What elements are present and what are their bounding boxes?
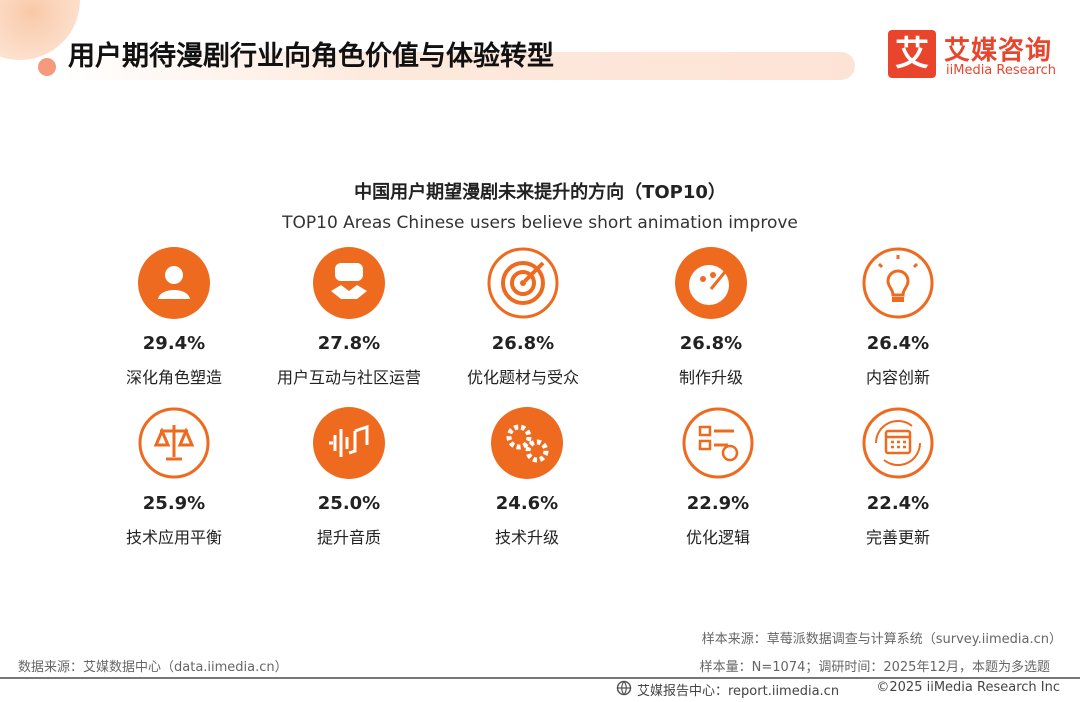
item-value: 29.4% [142, 333, 206, 354]
item-value: 26.4% [866, 333, 930, 354]
sample-source: 样本来源：草莓派数据调查与计算系统（survey.iimedia.cn） [701, 632, 1062, 647]
item-label: 优化题材与受众 [466, 368, 579, 387]
chart-subtitle: TOP10 Areas Chinese users believe short … [282, 213, 798, 233]
header-title: 用户期待漫剧行业向角色价值与体验转型 [68, 41, 554, 72]
item-icon [675, 247, 747, 319]
item: 26.4% 内容创新 [808, 245, 988, 388]
item-value: 22.9% [686, 493, 750, 514]
item-icon [862, 247, 934, 319]
item-value: 24.6% [495, 493, 559, 514]
item: 26.8% 优化题材与受众 [433, 245, 613, 388]
logo-en: iiMedia Research [946, 63, 1057, 78]
item-label: 内容创新 [865, 368, 930, 387]
item-icon [491, 407, 563, 479]
item-value: 27.8% [317, 333, 381, 354]
item-value: 25.9% [142, 493, 206, 514]
item-icon [138, 247, 210, 319]
title-band [60, 52, 855, 80]
item-label: 完善更新 [865, 528, 930, 547]
item: 27.8% 用户互动与社区运营 [259, 245, 439, 388]
item-label: 制作升级 [678, 368, 743, 387]
item-icon [862, 407, 934, 479]
copyright: ©2025 iiMedia Research Inc [876, 680, 1060, 695]
item: 22.9% 优化逻辑 [628, 405, 808, 548]
footer-rule [0, 677, 1080, 679]
data-source: 数据来源：艾媒数据中心（data.iimedia.cn） [18, 660, 288, 675]
item: 25.9% 技术应用平衡 [84, 405, 264, 548]
item-icon [487, 247, 559, 319]
item-label: 技术升级 [494, 528, 559, 547]
item-label: 技术应用平衡 [125, 528, 222, 547]
decor-dot [38, 58, 56, 76]
item-label: 用户互动与社区运营 [276, 368, 421, 387]
item: 25.0% 提升音质 [259, 405, 439, 548]
item-icon [313, 247, 385, 319]
item: 22.4% 完善更新 [808, 405, 988, 548]
globe-icon [616, 680, 632, 696]
item-value: 22.4% [866, 493, 930, 514]
item-label: 提升音质 [316, 528, 381, 547]
item-value: 26.8% [491, 333, 555, 354]
logo-mark: 艾 [888, 30, 936, 78]
item-label: 优化逻辑 [685, 528, 750, 547]
item-label: 深化角色塑造 [125, 368, 222, 387]
logo-cn: 艾媒咨询 [944, 36, 1053, 66]
chart-title: 中国用户期望漫剧未来提升的方向（TOP10） [354, 182, 726, 203]
item: 26.8% 制作升级 [621, 245, 801, 388]
item: 29.4% 深化角色塑造 [84, 245, 264, 388]
item-icon [682, 407, 754, 479]
item-value: 25.0% [317, 493, 381, 514]
item-value: 26.8% [679, 333, 743, 354]
item-icon [138, 407, 210, 479]
item-icon [313, 407, 385, 479]
sample-size: 样本量：N=1074；调研时间：2025年12月，本题为多选题 [699, 660, 1050, 675]
report-center: 艾媒报告中心：report.iimedia.cn [637, 684, 840, 699]
item: 24.6% 技术升级 [437, 405, 617, 548]
